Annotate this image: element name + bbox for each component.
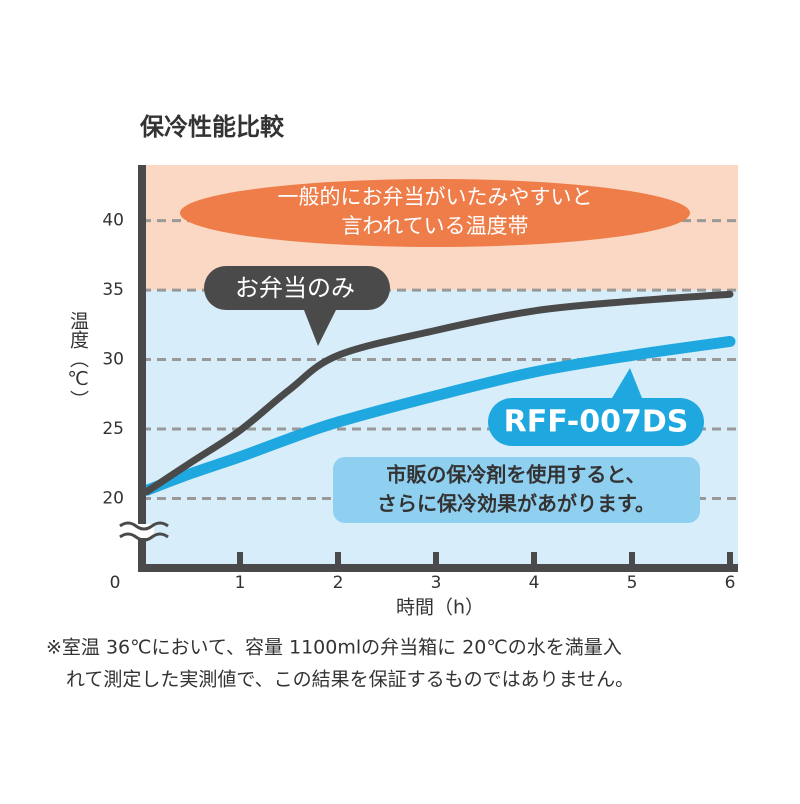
x-tick-label: 4 <box>529 573 540 593</box>
x-tick-label: 6 <box>725 573 736 593</box>
x-tick-label: 5 <box>627 573 638 593</box>
y-tick-label: 25 <box>102 419 124 439</box>
y-tick-label: 30 <box>102 350 124 370</box>
callout-bg <box>488 368 704 446</box>
series-line <box>143 290 734 496</box>
y-axis-label: 温度（℃） <box>67 311 89 409</box>
x-axis-label: 時間（h） <box>396 597 484 619</box>
y-tick-label: 40 <box>102 211 124 231</box>
zone-label-bg <box>180 179 690 247</box>
x-tick-label: 3 <box>431 573 442 593</box>
note-bg <box>333 457 700 523</box>
chart-title: 保冷性能比較 <box>139 113 285 141</box>
note-text: さらに保冷効果があがります。 <box>377 492 655 516</box>
note-text: 市販の保冷剤を使用すると、 <box>386 463 645 487</box>
x-tick-label: 1 <box>235 573 246 593</box>
footnote: れて測定した実測値で、この結果を保証するものではありません。 <box>66 669 634 691</box>
y-tick-label: 35 <box>102 280 124 300</box>
x-tick-label: 0 <box>110 573 121 593</box>
legend-label: RFF-007DS <box>504 405 689 440</box>
zone-label: 一般的にお弁当がいたみやすいと <box>278 185 593 209</box>
x-tick-label: 2 <box>333 573 344 593</box>
axis-break-mark <box>119 532 169 542</box>
legend-label: お弁当のみ <box>235 274 355 302</box>
axis-break-mark <box>119 521 169 531</box>
series-line <box>141 335 736 496</box>
zone-label: 言われている温度帯 <box>341 214 528 238</box>
footnote: ※室温 36℃において、容量 1100mlの弁当箱に 20℃の水を満量入 <box>46 637 622 659</box>
callout-bg <box>204 266 390 346</box>
y-tick-label: 20 <box>102 489 124 509</box>
